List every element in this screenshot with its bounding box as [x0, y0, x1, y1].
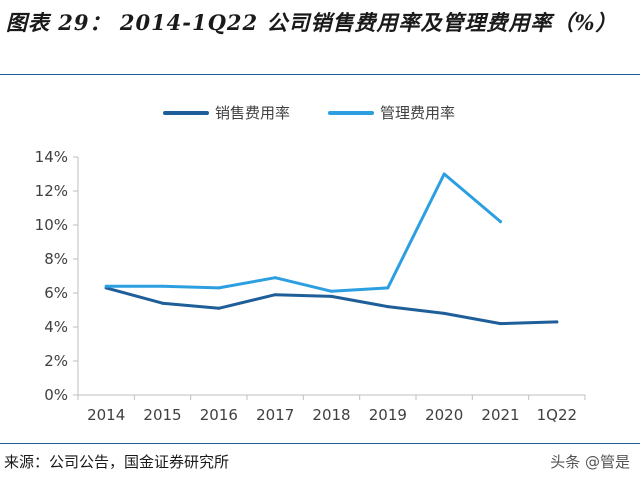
data-point: [161, 301, 164, 305]
data-point: [386, 305, 390, 309]
legend-item: 管理费用率: [328, 104, 455, 122]
data-point: [273, 276, 277, 280]
data-point: [330, 294, 333, 298]
y-tick-label: 4%: [44, 318, 68, 336]
legend-label: 销售费用率: [215, 104, 290, 122]
legend-label: 管理费用率: [380, 104, 455, 122]
data-point: [442, 311, 446, 315]
x-axis: 2014 2015 2016 2017 2018 2019 2020 2021 1Q22: [77, 394, 586, 424]
source-note: 来源：公司公告，国金证券研究所: [4, 453, 230, 471]
data-point: [330, 289, 333, 293]
y-tick-label: 2%: [44, 352, 68, 370]
x-tick-label: 1Q22: [537, 406, 577, 424]
figure-title: 图表 29： 2014-1Q22 公司销售费用率及管理费用率（%）: [6, 10, 618, 35]
x-tick-label: 2014: [87, 406, 125, 424]
y-tick-label: 8%: [44, 250, 68, 268]
data-point: [217, 306, 221, 310]
x-tick-label: 2019: [369, 406, 407, 424]
y-tick-label: 14%: [35, 148, 68, 166]
y-axis: 0% 2% 4% 6% 8% 10% 12% 14%: [35, 148, 79, 404]
legend-item: 销售费用率: [163, 104, 290, 122]
y-tick-label: 0%: [44, 386, 68, 404]
bottom-rule: [0, 443, 640, 444]
x-tick-label: 2016: [200, 406, 238, 424]
data-point: [161, 284, 164, 288]
watermark: 头条 @管是: [550, 453, 630, 471]
x-tick-label: 2017: [256, 406, 294, 424]
data-point: [499, 220, 502, 224]
series-layer: [104, 172, 559, 326]
series-1: [104, 286, 559, 326]
legend: 销售费用率 管理费用率: [163, 104, 455, 122]
data-point: [386, 286, 390, 290]
data-point: [104, 284, 108, 288]
y-tick-label: 6%: [44, 284, 68, 302]
top-rule: [0, 74, 640, 75]
series-2: [104, 172, 502, 293]
data-point: [217, 286, 221, 290]
y-tick-label: 10%: [35, 216, 68, 234]
series-line: [104, 172, 502, 293]
y-tick-label: 12%: [35, 182, 68, 200]
data-point: [499, 322, 502, 326]
x-tick-label: 2015: [143, 406, 181, 424]
x-tick-label: 2021: [481, 406, 519, 424]
series-line: [104, 286, 559, 326]
data-point: [273, 293, 277, 297]
x-tick-label: 2018: [312, 406, 350, 424]
data-point: [442, 172, 446, 176]
data-point: [555, 320, 559, 324]
x-tick-label: 2020: [425, 406, 463, 424]
